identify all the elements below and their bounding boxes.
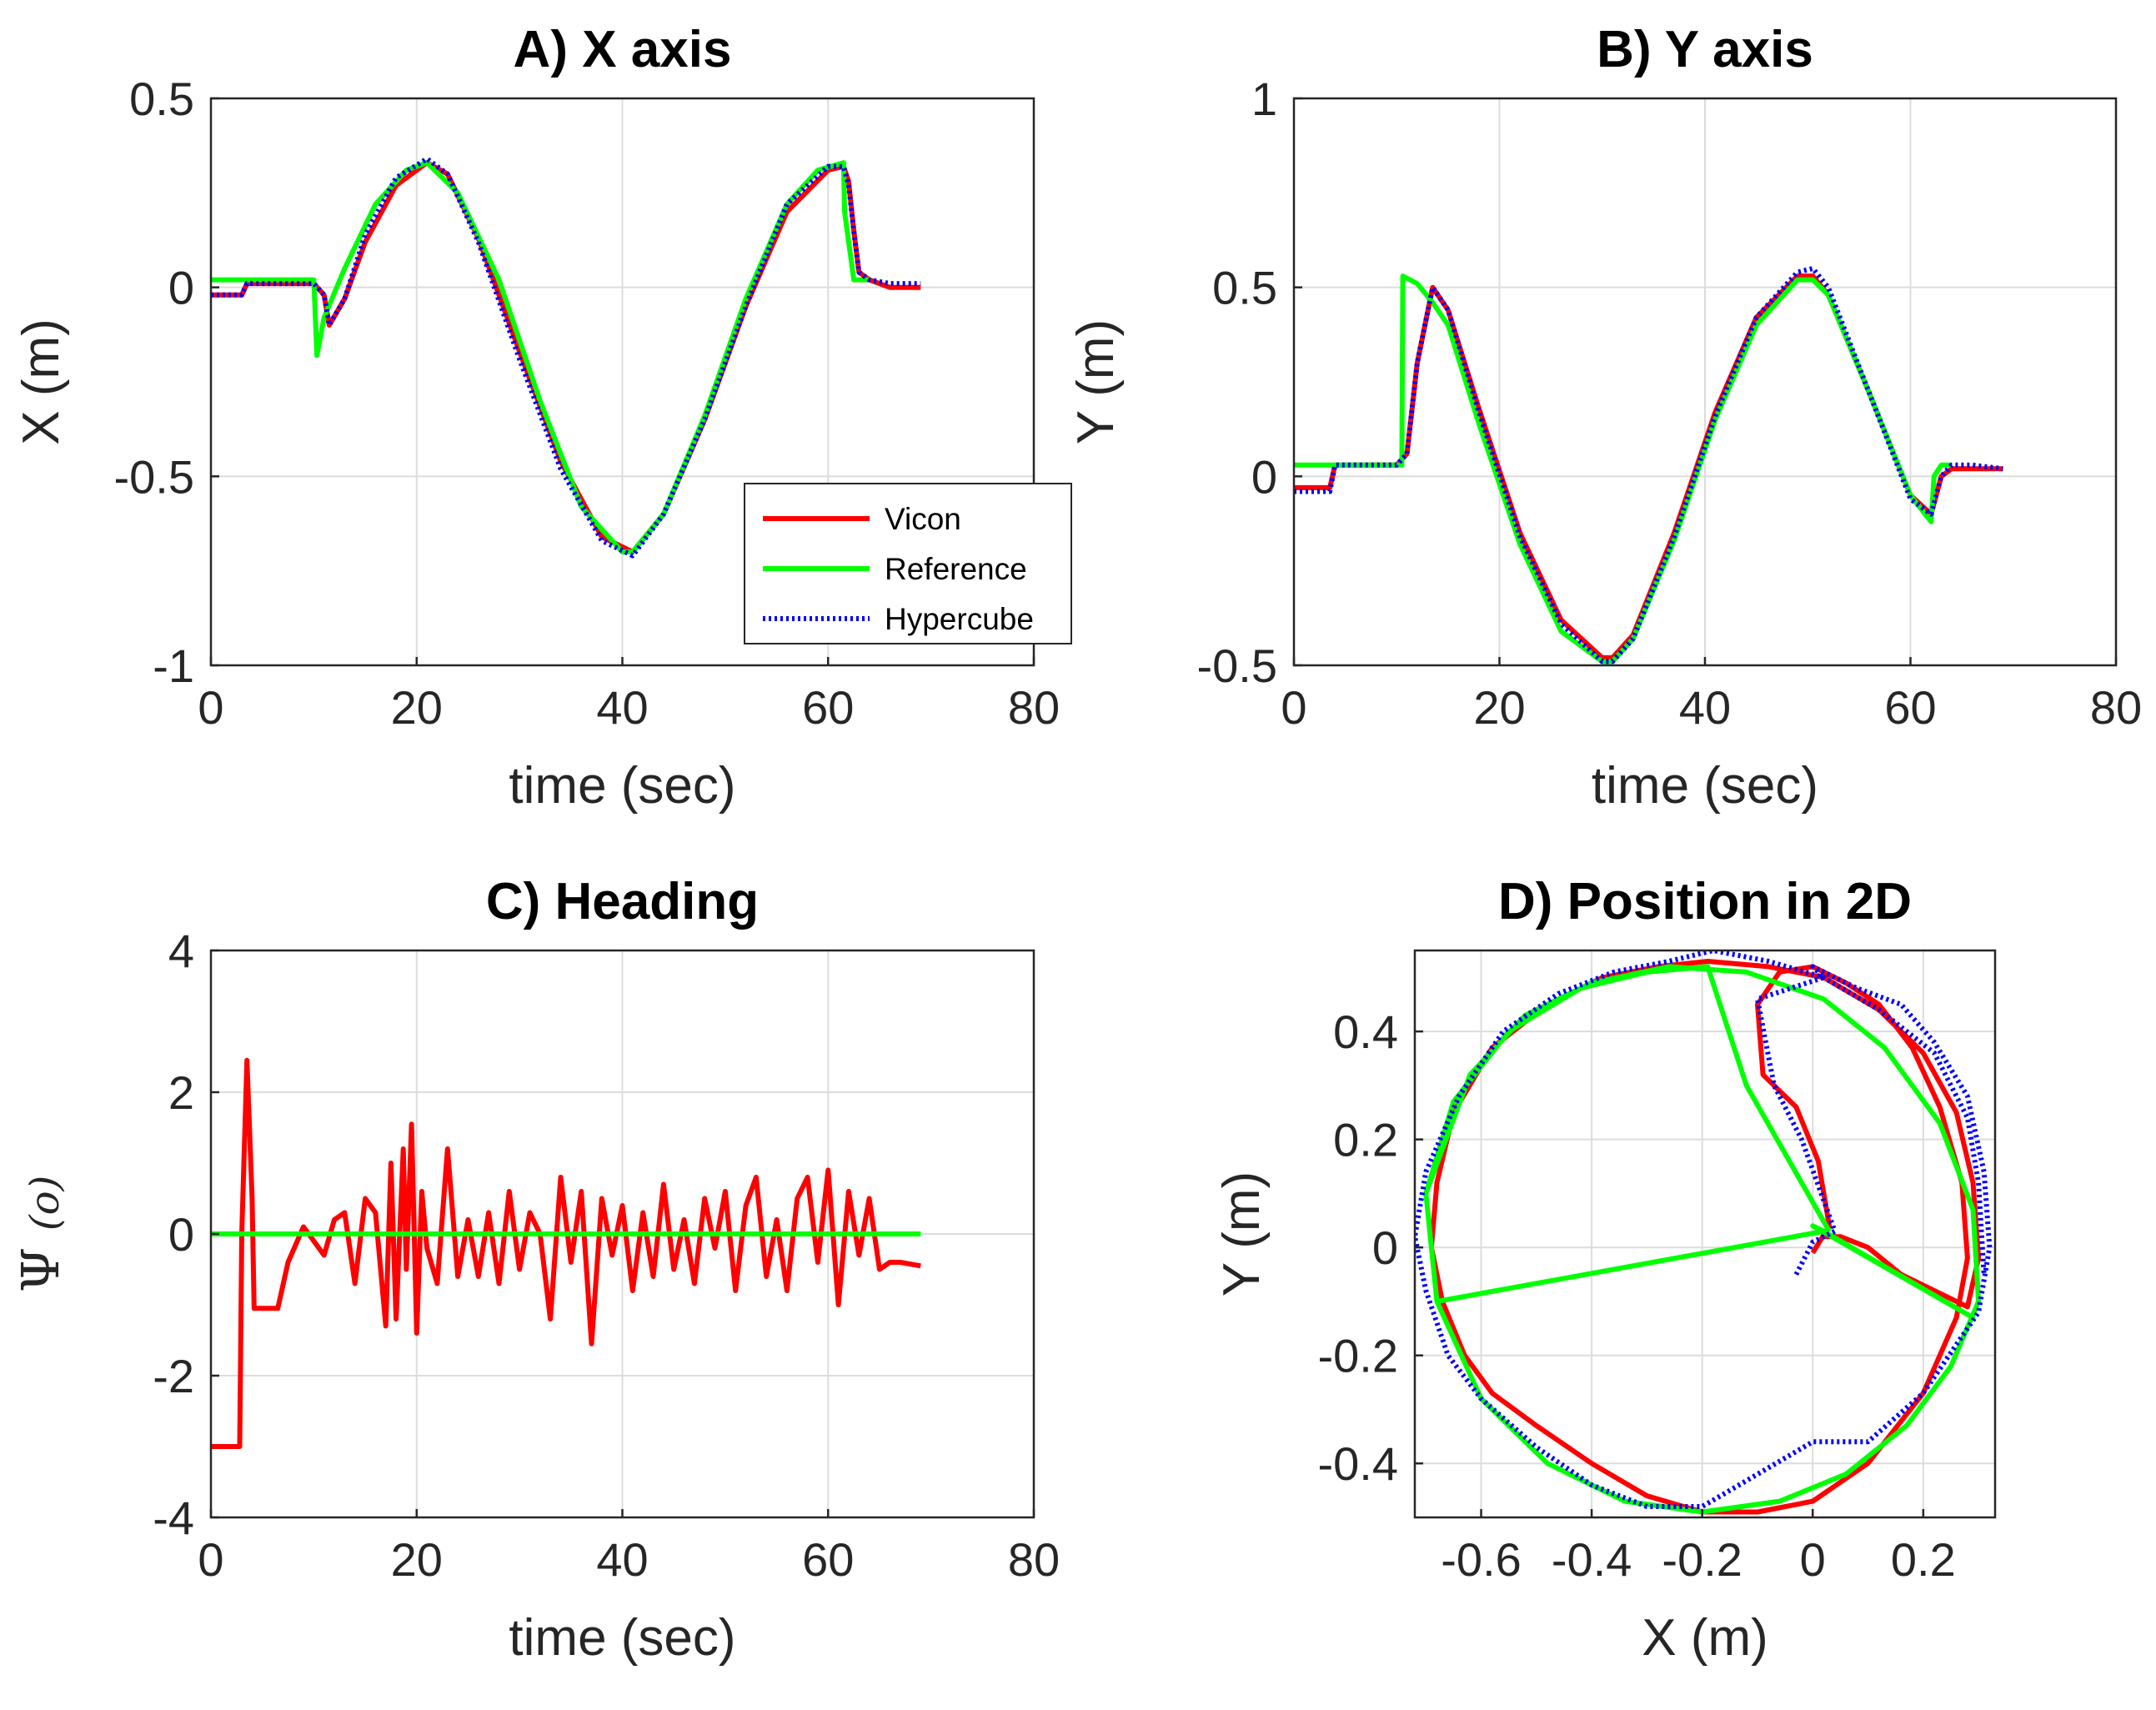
series-line-hypercube	[1415, 950, 1993, 1509]
y-tick-label: -0.2	[1318, 1330, 1399, 1382]
x-tick-label: 0	[198, 681, 223, 734]
series-line-hypercube	[211, 156, 921, 559]
y-tick-label: 0.4	[1333, 1005, 1398, 1058]
x-tick-label: 0	[1281, 681, 1306, 734]
y-tick-label: 0.2	[1333, 1114, 1398, 1166]
x-tick-label: 20	[1473, 681, 1525, 734]
y-tick-label: 0	[1251, 450, 1277, 503]
x-tick-label: 0	[1800, 1533, 1826, 1586]
y-tick-label: 0.5	[1212, 262, 1277, 314]
x-tick-label: 80	[1008, 1533, 1060, 1586]
y-axis-label: X (m)	[13, 318, 70, 445]
y-tick-label: 0	[168, 1208, 194, 1261]
x-axis-label: time (sec)	[1592, 757, 1818, 815]
x-axis-label: time (sec)	[509, 757, 735, 815]
legend-label-hypercube: Hypercube	[885, 602, 1034, 636]
x-tick-label: 40	[596, 681, 648, 734]
legend-label-reference: Reference	[885, 552, 1027, 586]
y-tick-label: -0.4	[1318, 1437, 1399, 1490]
series-line-vicon	[211, 1057, 921, 1449]
y-axis-label: Ψ (o)	[10, 1176, 71, 1292]
y-tick-label: -0.5	[114, 450, 195, 503]
x-tick-label: 40	[596, 1533, 648, 1586]
x-axis-label: X (m)	[1642, 1609, 1768, 1667]
series-line-reference	[1423, 964, 1982, 1515]
x-tick-label: 80	[2090, 681, 2142, 734]
x-tick-label: -0.2	[1662, 1533, 1742, 1586]
x-tick-label: 20	[391, 681, 443, 734]
y-tick-label: 0	[1372, 1221, 1398, 1274]
chart-title: C) Heading	[486, 873, 759, 930]
x-axis-label: time (sec)	[509, 1609, 735, 1667]
x-tick-label: -0.4	[1552, 1533, 1632, 1586]
legend-label-vicon: Vicon	[885, 502, 961, 536]
panel-2: 0 20 40 60 80 -4 -2 0 2 4 C) Heading time (sec) Ψ (o…	[10, 873, 1060, 1667]
y-tick-label: 2	[168, 1066, 194, 1119]
panel-0: 0 20 40 60 80 -1 -0.5 0 0.5 A) X axis time (sec) X …	[13, 21, 1072, 815]
legend: Vicon Reference Hypercube	[744, 483, 1072, 644]
x-tick-label: 60	[802, 681, 854, 734]
y-tick-label: 0	[168, 262, 194, 314]
axes-frame	[1413, 949, 1997, 1519]
chart-title: A) X axis	[514, 21, 732, 78]
y-tick-label: -2	[153, 1350, 194, 1402]
y-axis-symbol: Ψ	[10, 1231, 71, 1292]
series-line-hypercube	[1294, 266, 2003, 664]
y-axis-label: Y (m)	[1067, 319, 1125, 444]
chart-title: D) Position in 2D	[1498, 873, 1912, 930]
chart-title: B) Y axis	[1597, 21, 1813, 78]
y-tick-label: 0.5	[129, 73, 194, 125]
y-tick-label: 4	[168, 925, 194, 977]
y-tick-label: -1	[153, 639, 194, 692]
x-tick-label: 0	[198, 1533, 223, 1586]
x-tick-label: 60	[802, 1533, 854, 1586]
x-tick-label: 20	[391, 1533, 443, 1586]
x-tick-label: 80	[1008, 681, 1060, 734]
x-tick-label: -0.6	[1441, 1533, 1522, 1586]
y-tick-label: -4	[153, 1492, 194, 1544]
y-tick-label: -0.5	[1197, 639, 1278, 692]
y-axis-unit: (o)	[22, 1176, 68, 1231]
panel-3: -0.6 -0.4 -0.2 0 0.2 -0.4 -0.2 0 0.2 0.4 D) Positi…	[1213, 873, 1997, 1667]
y-axis-label: Y (m)	[1213, 1171, 1271, 1296]
x-tick-label: 0.2	[1891, 1533, 1956, 1586]
x-tick-label: 60	[1884, 681, 1936, 734]
x-tick-label: 40	[1679, 681, 1731, 734]
y-tick-label: 1	[1251, 73, 1277, 125]
